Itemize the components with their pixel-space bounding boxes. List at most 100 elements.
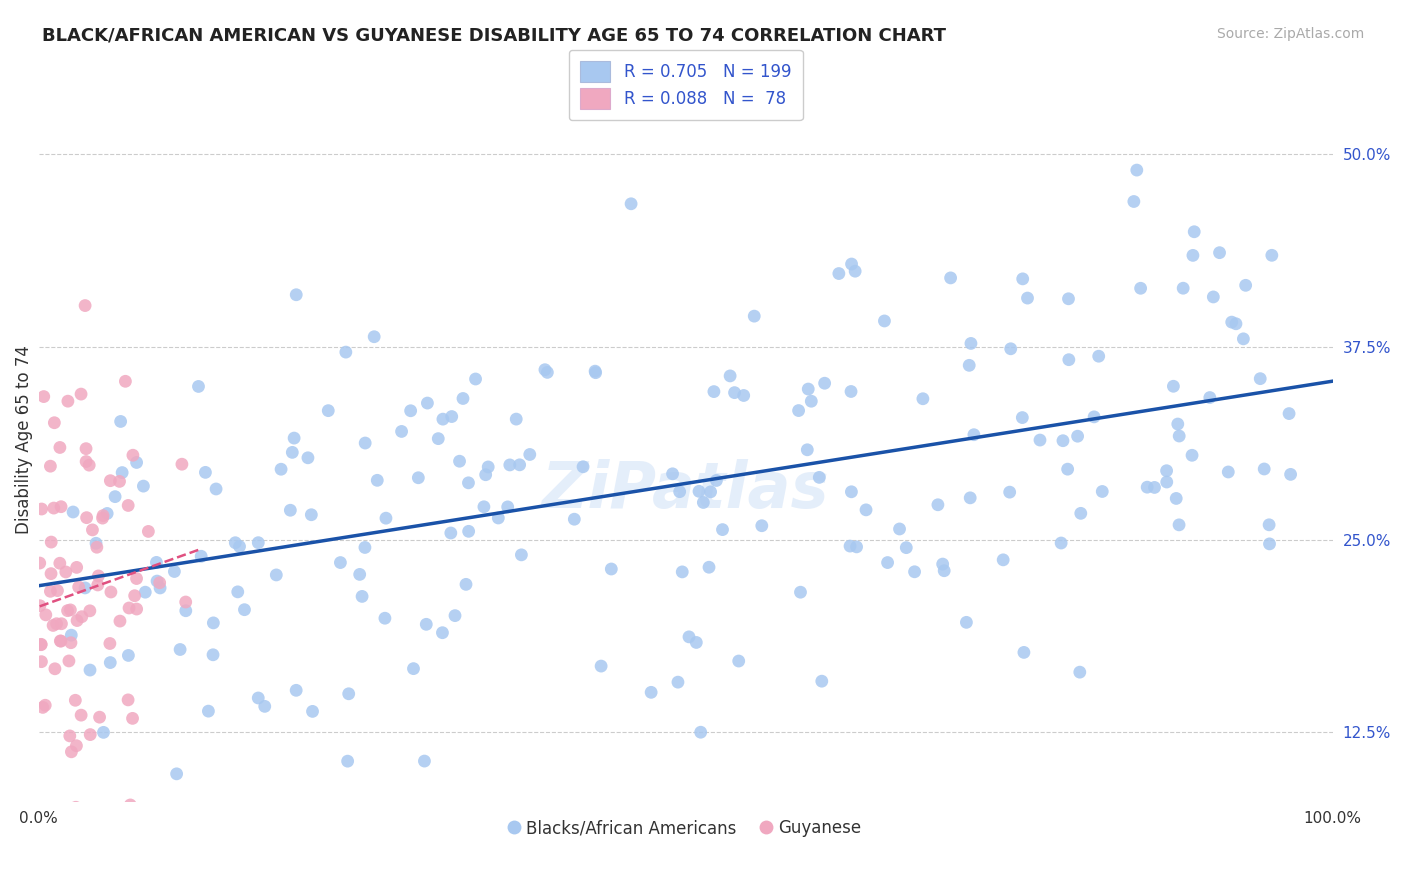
Point xyxy=(32,390,55,404)
Point xyxy=(402,662,425,676)
Point xyxy=(787,403,810,417)
Point xyxy=(73,581,96,595)
Point xyxy=(1220,315,1243,329)
Point xyxy=(354,541,377,555)
Point xyxy=(75,442,97,456)
Point xyxy=(1011,272,1033,286)
Point xyxy=(903,565,925,579)
Y-axis label: Disability Age 65 to 74: Disability Age 65 to 74 xyxy=(15,345,32,534)
Point xyxy=(363,330,385,344)
Point xyxy=(1278,407,1301,421)
Point xyxy=(149,581,172,595)
Point xyxy=(39,535,62,549)
Point xyxy=(689,725,711,739)
Point xyxy=(1218,465,1240,479)
Point xyxy=(329,556,352,570)
Point xyxy=(79,604,101,618)
Point xyxy=(1069,665,1091,680)
Point xyxy=(1050,536,1073,550)
Point xyxy=(86,540,108,554)
Point xyxy=(959,491,981,505)
Point xyxy=(110,414,132,428)
Point xyxy=(87,578,110,592)
Point xyxy=(1156,464,1178,478)
Point xyxy=(124,589,146,603)
Point xyxy=(44,662,66,676)
Point xyxy=(70,387,93,401)
Point xyxy=(1087,349,1109,363)
Point xyxy=(65,800,87,814)
Point xyxy=(375,511,398,525)
Point xyxy=(70,609,93,624)
Point xyxy=(509,458,531,472)
Point xyxy=(718,368,741,383)
Point xyxy=(111,466,134,480)
Point xyxy=(281,445,304,459)
Point xyxy=(56,604,79,618)
Point xyxy=(706,474,728,488)
Point xyxy=(1066,429,1088,443)
Point xyxy=(75,299,97,313)
Point xyxy=(138,524,160,539)
Point xyxy=(58,654,80,668)
Point xyxy=(1000,342,1022,356)
Point xyxy=(134,585,156,599)
Point xyxy=(39,584,62,599)
Point xyxy=(31,502,53,516)
Point xyxy=(316,403,339,417)
Point xyxy=(285,287,308,301)
Point xyxy=(1143,480,1166,494)
Point xyxy=(84,536,107,550)
Point xyxy=(51,616,73,631)
Point xyxy=(692,495,714,509)
Point xyxy=(283,431,305,445)
Point xyxy=(845,540,868,554)
Point xyxy=(711,523,734,537)
Point xyxy=(1083,409,1105,424)
Point xyxy=(666,675,689,690)
Point xyxy=(457,475,479,490)
Text: Source: ZipAtlas.com: Source: ZipAtlas.com xyxy=(1216,27,1364,41)
Point xyxy=(1225,317,1247,331)
Point xyxy=(841,484,863,499)
Point xyxy=(591,659,613,673)
Point xyxy=(800,394,823,409)
Point xyxy=(796,442,818,457)
Point xyxy=(797,382,820,396)
Point xyxy=(955,615,977,630)
Point xyxy=(998,485,1021,500)
Point xyxy=(297,450,319,465)
Point xyxy=(31,700,53,714)
Point xyxy=(122,448,145,462)
Point xyxy=(49,441,72,455)
Point xyxy=(451,392,474,406)
Point xyxy=(1258,537,1281,551)
Point xyxy=(534,362,557,376)
Point xyxy=(166,767,188,781)
Point xyxy=(727,654,749,668)
Point xyxy=(1168,517,1191,532)
Point xyxy=(49,634,72,648)
Point xyxy=(335,345,357,359)
Point xyxy=(49,556,72,570)
Point xyxy=(28,556,51,570)
Point xyxy=(91,508,114,523)
Point xyxy=(1173,281,1195,295)
Point xyxy=(808,470,831,484)
Point xyxy=(247,690,270,705)
Point xyxy=(197,704,219,718)
Point xyxy=(723,385,745,400)
Point xyxy=(486,511,509,525)
Point xyxy=(132,479,155,493)
Point xyxy=(1122,194,1144,209)
Point xyxy=(585,366,607,380)
Point xyxy=(66,867,89,881)
Point xyxy=(60,745,83,759)
Point xyxy=(889,522,911,536)
Point xyxy=(174,595,197,609)
Point xyxy=(301,705,323,719)
Point xyxy=(337,687,360,701)
Point xyxy=(457,524,479,539)
Point xyxy=(828,267,851,281)
Point xyxy=(1070,506,1092,520)
